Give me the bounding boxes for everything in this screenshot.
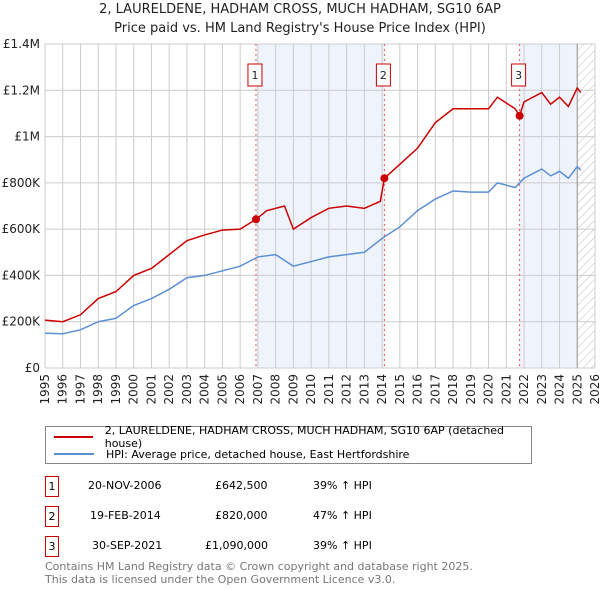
sale-label: 1 [251,69,258,82]
sale-label-box [247,63,263,87]
shade-region-2 [519,44,578,368]
sale-date: 20-NOV-2006 [88,479,162,492]
x-tick-label: 2013 [357,374,371,405]
x-tick-label: 1995 [38,374,52,405]
x-tick-label: 1999 [109,374,123,405]
property-price-line [44,86,582,323]
x-tick-label: 2000 [127,374,141,405]
hpi-line [44,165,582,335]
sale-date: 30-SEP-2021 [92,539,163,552]
x-tick-label: 2011 [322,374,336,405]
x-tick-label: 1998 [91,374,105,405]
sale-marker: 2 [45,506,59,527]
x-tick-label: 2010 [304,374,318,405]
sale-price: £642,500 [215,479,268,492]
future-hatch [577,44,595,368]
x-tick-label: 2006 [233,374,247,405]
x-tick-label: 2022 [517,374,531,405]
x-tick-label: 2024 [553,374,567,405]
x-tick-label: 2007 [251,374,265,405]
x-tick-label: 2012 [340,374,354,405]
legend-swatch-blue [54,453,94,455]
x-tick-label: 2014 [375,374,389,405]
y-tick-label: £800K [2,176,42,190]
sale-point [251,215,260,224]
x-tick-label: 2021 [499,374,513,405]
sale-delta: 39% ↑ HPI [313,539,372,552]
legend-swatch-red [54,436,93,438]
table-row: 1 20-NOV-2006 £642,500 39% ↑ HPI [45,476,445,497]
legend-item-property: 2, LAURELDENE, HADHAM CROSS, MUCH HADHAM… [54,424,531,450]
x-tick-label: 2017 [428,374,442,405]
x-tick-label: 2005 [215,374,229,405]
x-tick-label: 1997 [73,374,87,405]
legend: 2, LAURELDENE, HADHAM CROSS, MUCH HADHAM… [45,424,532,464]
sale-label: 2 [380,69,387,82]
y-tick-label: £400K [2,268,42,282]
legend-item-hpi: HPI: Average price, detached house, East… [54,446,409,462]
x-tick-label: 2018 [446,374,460,405]
x-tick-label: 2015 [393,374,407,405]
y-tick-label: £600K [2,222,42,236]
y-tick-label: £1.2M [3,83,40,97]
x-tick-label: 2004 [198,374,212,405]
sale-delta: 39% ↑ HPI [313,479,372,492]
x-tick-label: 1996 [56,374,70,405]
x-tick-label: 2023 [535,374,549,405]
y-tick-label: £1M [14,130,40,144]
footer-licence: This data is licensed under the Open Gov… [45,573,396,586]
x-tick-label: 2025 [570,374,584,405]
x-tick-label: 2002 [162,374,176,405]
sale-date: 19-FEB-2014 [90,509,161,522]
sale-price: £820,000 [215,509,268,522]
sale-point [515,111,524,120]
legend-label: HPI: Average price, detached house, East… [106,447,410,461]
x-tick-label: 2008 [269,374,283,405]
x-tick-label: 2003 [180,374,194,405]
x-tick-label: 2001 [144,374,158,405]
x-tick-label: 2019 [464,374,478,405]
sale-price: £1,090,000 [205,539,268,552]
shade-region-1 [255,44,385,368]
x-tick-label: 2020 [482,374,496,405]
sale-label-box [511,63,527,87]
sale-point [380,174,389,183]
table-row: 2 19-FEB-2014 £820,000 47% ↑ HPI [45,506,445,527]
sale-label-box [375,63,391,87]
x-tick-label: 2009 [286,374,300,405]
x-tick-label: 2026 [588,374,600,405]
sale-label: 3 [515,69,522,82]
sale-marker: 1 [45,476,59,497]
chart-subtitle: Price paid vs. HM Land Registry's House … [114,21,486,36]
sale-marker: 3 [45,536,59,557]
x-tick-label: 2016 [411,374,425,405]
footer-copyright: Contains HM Land Registry data © Crown c… [45,560,473,573]
chart-title: 2, LAURELDENE, HADHAM CROSS, MUCH HADHAM… [99,2,501,17]
y-tick-label: £0 [25,361,40,375]
legend-label: 2, LAURELDENE, HADHAM CROSS, MUCH HADHAM… [104,424,505,450]
sale-delta: 47% ↑ HPI [313,509,372,522]
table-row: 3 30-SEP-2021 £1,090,000 39% ↑ HPI [45,536,445,557]
price-chart: 1995 1996 1997 1998 1999 2000 2001 2002 2003 2004… [2,37,600,405]
y-tick-label: £1.4M [3,37,40,51]
y-tick-label: £200K [2,315,42,329]
